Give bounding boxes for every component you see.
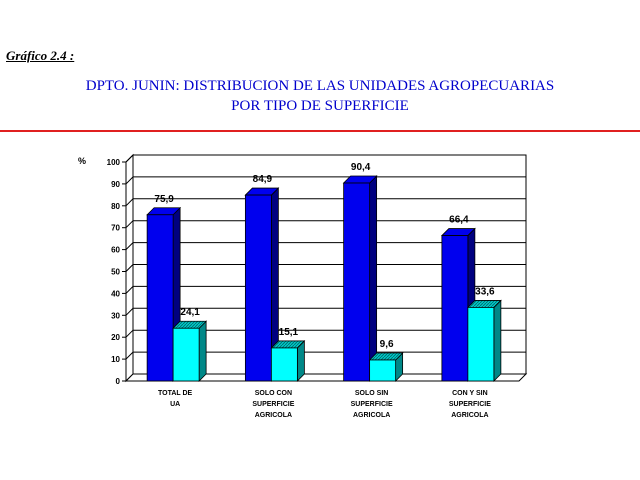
bar	[441, 235, 469, 382]
bar	[369, 359, 397, 382]
bar	[172, 327, 200, 382]
data-label: 24,1	[180, 307, 200, 318]
y-tick-label: 30	[111, 311, 120, 320]
gridline	[125, 154, 526, 163]
bar-side	[369, 175, 378, 382]
data-label: 75,9	[154, 194, 174, 205]
x-tick-label: SOLO SIN	[355, 390, 388, 397]
gridline	[125, 329, 526, 338]
gridline	[125, 242, 526, 250]
bar-side	[198, 320, 207, 382]
y-tick-label: 10	[111, 355, 120, 364]
chart-title-line1: DPTO. JUNIN: DISTRIBUCION DE LAS UNIDADE…	[85, 78, 555, 94]
y-tick-label: 20	[111, 333, 120, 342]
bar-side	[493, 299, 502, 382]
y-tick-label: 80	[111, 202, 120, 211]
x-tick-label: SUPERFICIE	[449, 401, 491, 408]
chart-title-line2: POR TIPO DE SUPERFICIE	[231, 98, 409, 114]
y-tick-label: 40	[111, 289, 120, 298]
gridline	[125, 351, 526, 360]
y-tick-label: 0	[116, 377, 121, 386]
gridline	[125, 285, 526, 294]
y-tick-label: 100	[107, 158, 121, 167]
gridline	[125, 198, 526, 207]
gridline	[125, 307, 526, 316]
y-tick-label: 70	[111, 224, 120, 233]
data-label: 90,4	[351, 162, 371, 173]
x-tick-label: UA	[170, 401, 180, 408]
y-tick-label: 90	[111, 180, 120, 189]
bar	[146, 214, 174, 382]
bar	[244, 194, 272, 382]
title-divider	[0, 130, 640, 132]
gridline	[125, 176, 526, 185]
bar	[467, 307, 495, 382]
data-label: 15,1	[279, 327, 299, 338]
figure-label: Gráfico 2.4 :	[6, 48, 75, 63]
data-label: 66,4	[449, 215, 469, 226]
data-label: 9,6	[380, 339, 394, 350]
x-tick-label: SUPERFICIE	[252, 401, 294, 408]
bar	[343, 182, 371, 382]
x-tick-label: CON Y SIN	[452, 390, 488, 397]
y-tick-label: 60	[111, 246, 120, 255]
gridline	[125, 264, 526, 272]
x-tick-label: AGRICOLA	[255, 412, 292, 419]
x-tick-label: SUPERFICIE	[351, 401, 393, 408]
gridline	[125, 220, 526, 229]
data-label: 33,6	[475, 286, 495, 297]
bar	[270, 347, 298, 382]
x-tick-label: SOLO CON	[255, 390, 292, 397]
x-tick-label: TOTAL DE	[158, 390, 193, 397]
y-tick-label: 50	[111, 268, 120, 277]
data-label: 84,9	[253, 174, 273, 185]
x-tick-label: AGRICOLA	[353, 412, 390, 419]
y-axis-label: %	[78, 156, 86, 166]
x-tick-label: AGRICOLA	[451, 412, 488, 419]
